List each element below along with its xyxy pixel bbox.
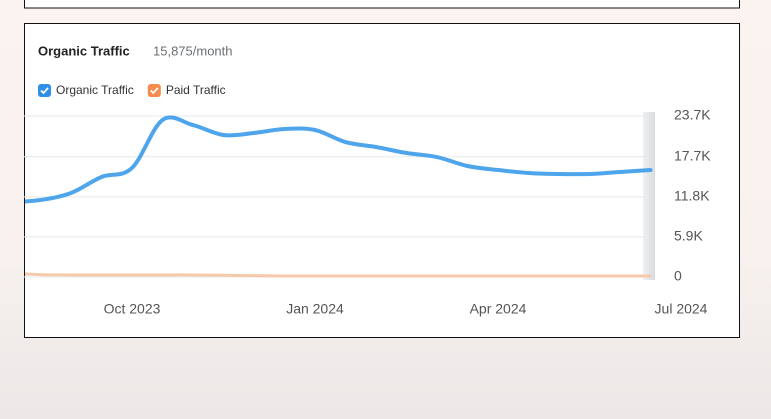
- legend-check: [150, 87, 159, 95]
- legend-label: Organic Traffic: [56, 83, 134, 97]
- y-tick-label: 5.9K: [674, 228, 703, 244]
- x-tick-label: Apr 2024: [470, 301, 527, 317]
- line-0: [25, 115, 653, 204]
- legend-checkbox[interactable]: [147, 84, 161, 97]
- y-tick-label: 23.7K: [674, 107, 711, 123]
- y-tick-label: 0: [674, 268, 682, 284]
- y-tick-label: 11.8K: [674, 188, 710, 204]
- legend-checkbox[interactable]: [38, 84, 51, 97]
- x-tick-label: Oct 2023: [104, 301, 161, 317]
- panel: [24, 23, 740, 338]
- x-tick-label: Jul 2024: [655, 301, 708, 317]
- chart-title: Organic Traffic: [38, 43, 130, 58]
- legend-check: [40, 87, 49, 95]
- y-tick-label: 17.7K: [674, 147, 711, 163]
- legend-label: Paid Traffic: [166, 83, 226, 97]
- x-tick-label: Jan 2024: [286, 301, 344, 317]
- line-1: [25, 272, 652, 278]
- top-panel: [24, 0, 740, 9]
- hover-band: [643, 112, 655, 280]
- chart-subtitle: 15,875/month: [153, 43, 233, 58]
